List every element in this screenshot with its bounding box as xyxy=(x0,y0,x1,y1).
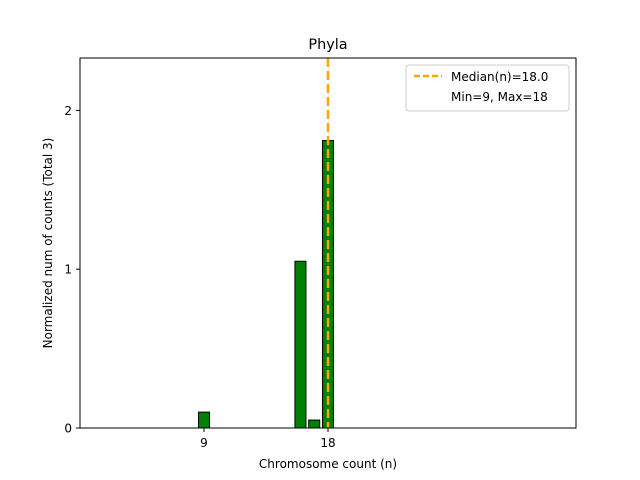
bar xyxy=(294,260,307,429)
y-axis-label: Normalized num of counts (Total 3) xyxy=(41,138,55,349)
y-tick-label: 1 xyxy=(64,263,72,277)
chart-title: Phyla xyxy=(308,37,347,53)
bar xyxy=(197,411,211,429)
bars-group xyxy=(197,140,335,429)
y-tick-label: 2 xyxy=(64,104,72,118)
legend: Median(n)=18.0 Min=9, Max=18 xyxy=(405,64,570,112)
x-tick-label: 9 xyxy=(200,436,208,450)
y-tick-label: 0 xyxy=(64,422,72,436)
legend-entry-median: Median(n)=18.0 xyxy=(451,70,548,84)
y-ticks-group: 0 1 2 xyxy=(64,104,80,436)
x-axis-label: Chromosome count (n) xyxy=(259,457,397,471)
legend-entry-minmax: Min=9, Max=18 xyxy=(451,90,548,104)
x-ticks-group: 9 18 xyxy=(200,428,336,450)
bar xyxy=(308,419,321,429)
x-tick-label: 18 xyxy=(320,436,335,450)
legend-box xyxy=(405,64,570,112)
